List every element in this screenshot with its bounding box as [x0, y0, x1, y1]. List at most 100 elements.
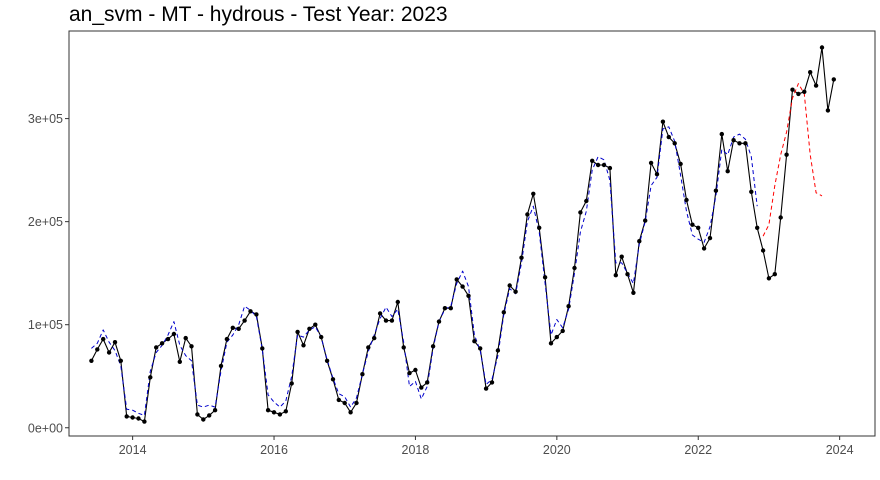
observed-point — [542, 275, 548, 280]
x-tick-label: 2024 — [826, 443, 854, 457]
observed-point — [684, 197, 689, 203]
observed-point — [507, 283, 512, 288]
observed-point — [731, 138, 736, 143]
observed-point — [572, 265, 577, 271]
observed-point — [260, 346, 265, 351]
observed-point — [760, 248, 766, 253]
observed-point — [324, 358, 330, 363]
observed-point — [136, 416, 141, 421]
observed-point — [195, 412, 200, 417]
observed-point — [772, 272, 777, 277]
observed-point — [254, 312, 259, 317]
observed-point — [271, 410, 277, 415]
observed-point — [460, 284, 465, 289]
observed-point — [201, 417, 206, 422]
observed-point — [483, 386, 489, 391]
observed-point — [489, 380, 495, 385]
observed-point — [383, 318, 389, 323]
observed-point — [749, 189, 754, 194]
observed-point — [154, 345, 159, 350]
observed-point — [118, 358, 124, 363]
observed-point — [89, 358, 94, 363]
observed-point — [755, 225, 760, 230]
observed-point — [354, 400, 359, 406]
observed-point — [436, 319, 442, 324]
observed-point — [330, 377, 336, 382]
observed-point — [631, 290, 636, 295]
observed-point — [590, 158, 595, 163]
observed-point — [613, 273, 618, 278]
observed-point — [831, 77, 836, 82]
observed-point — [672, 141, 677, 146]
observed-point — [348, 410, 353, 415]
observed-point — [236, 326, 241, 331]
observed-point — [537, 225, 542, 230]
observed-point — [690, 222, 695, 227]
observed-point — [566, 304, 571, 309]
fitted-series-line — [91, 126, 758, 416]
observed-point — [601, 162, 607, 168]
observed-point — [578, 210, 583, 215]
observed-point — [159, 341, 165, 346]
observed-point — [501, 310, 506, 315]
y-axis: 0e+00 1e+05 2e+05 3e+05 — [28, 112, 69, 435]
observed-point — [678, 161, 683, 167]
observed-point — [407, 370, 412, 376]
observed-point — [707, 235, 713, 241]
observed-point — [242, 318, 247, 323]
observed-point — [372, 335, 377, 341]
observed-point — [790, 87, 795, 92]
observed-point — [643, 218, 648, 223]
observed-point — [342, 400, 347, 406]
observed-point — [289, 381, 294, 386]
y-tick-label: 3e+05 — [28, 112, 63, 126]
observed-point — [165, 336, 171, 342]
observed-point — [454, 277, 459, 282]
observed-point — [425, 380, 430, 385]
observed-point — [713, 188, 719, 193]
observed-point — [265, 408, 271, 413]
y-tick-label: 1e+05 — [28, 318, 63, 332]
observed-point — [389, 318, 395, 323]
y-tick-label: 2e+05 — [28, 215, 63, 229]
observed-point — [808, 70, 813, 75]
observed-point — [307, 326, 312, 331]
observed-point — [189, 344, 194, 349]
observed-point — [442, 306, 448, 311]
observed-point — [413, 367, 418, 373]
observed-point — [148, 375, 153, 380]
observed-point — [519, 255, 524, 260]
observed-point — [419, 385, 424, 390]
plot-panel — [68, 30, 876, 437]
observed-point — [619, 254, 624, 259]
observed-point — [513, 289, 518, 294]
observed-point — [766, 276, 772, 281]
observed-point — [778, 215, 783, 220]
observed-point — [224, 336, 230, 342]
observed-point — [625, 272, 630, 277]
observed-point — [584, 198, 589, 204]
observed-point — [478, 346, 483, 351]
observed-point — [607, 165, 613, 171]
observed-point — [737, 141, 742, 146]
observed-point — [101, 336, 106, 342]
observed-point — [430, 344, 436, 349]
observed-point — [701, 246, 707, 251]
observed-point — [95, 347, 100, 352]
observed-point — [531, 191, 536, 196]
observed-point — [784, 152, 789, 157]
observed-point — [802, 89, 807, 95]
y-tick-label: 0e+00 — [28, 421, 63, 435]
observed-point — [743, 141, 748, 146]
observed-point — [336, 397, 341, 403]
observed-point — [360, 372, 365, 377]
observed-point — [366, 345, 371, 350]
observed-point — [124, 414, 129, 419]
x-tick-label: 2022 — [684, 443, 712, 457]
observed-point — [377, 311, 383, 316]
observed-point — [725, 169, 730, 174]
observed-point — [554, 334, 559, 340]
x-tick-label: 2016 — [260, 443, 288, 457]
observed-point — [319, 334, 324, 340]
observed-point — [142, 419, 147, 424]
